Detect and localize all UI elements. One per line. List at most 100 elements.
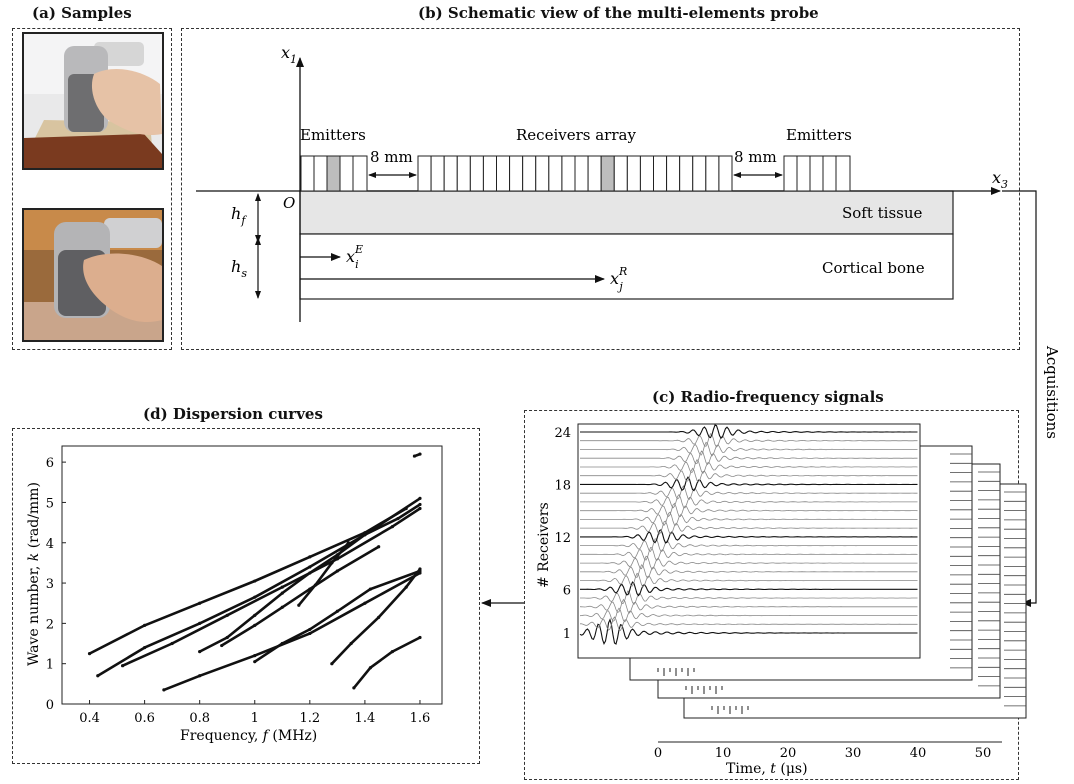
x3-axis-label: x3 xyxy=(992,168,1008,191)
rf-trace xyxy=(580,441,918,457)
rf-x-tick-label: 50 xyxy=(975,746,992,761)
dispersion-x-axis-label: Frequency, f (MHz) xyxy=(180,728,317,744)
dispersion-point xyxy=(162,688,166,692)
dispersion-point xyxy=(280,605,284,609)
receivers-array-label: Receivers array xyxy=(516,126,636,144)
rf-x-tick-label: 10 xyxy=(715,746,732,761)
receivers-array xyxy=(417,155,733,192)
rf-trace xyxy=(580,547,918,562)
gap-left-label: 8 mm xyxy=(370,148,413,166)
schematic-title: (b) Schematic view of the multi-elements… xyxy=(418,4,819,22)
dispersion-point xyxy=(418,635,422,640)
rf-trace xyxy=(580,485,918,500)
rf-trace xyxy=(580,616,918,631)
dispersion-point xyxy=(253,579,257,583)
dispersion-point xyxy=(308,571,312,575)
dispersion-x-tick-label: 1.2 xyxy=(299,711,320,726)
rf-trace xyxy=(580,493,918,509)
schematic-diagram: x1 x3 O Emitters Emitters Receivers arra… xyxy=(196,43,1008,322)
rf-trace xyxy=(580,424,918,440)
dispersion-curve xyxy=(297,541,350,607)
rf-trace xyxy=(580,555,918,570)
emitters-right-array xyxy=(783,155,851,192)
rf-signals-plot: 1 6 12 18 24 0 10 20 30 40 50 # Receivers Time, t… xyxy=(536,423,1027,777)
rf-trace xyxy=(580,564,918,579)
emitters-right-label: Emitters xyxy=(786,126,852,144)
receiver-element xyxy=(574,155,589,192)
dispersion-y-axis-label: Wave number, k (rad/mm) xyxy=(26,482,42,666)
rf-title: (c) Radio-frequency signals xyxy=(652,388,884,406)
dispersion-point xyxy=(170,641,174,646)
rf-trace xyxy=(580,433,918,448)
receiver-element xyxy=(509,155,524,192)
rf-trace xyxy=(580,590,918,605)
rf-trace xyxy=(580,511,918,526)
rf-x-axis-label: Time, t (μs) xyxy=(726,761,808,777)
samples-panel xyxy=(12,28,172,350)
receiver-element xyxy=(626,155,641,192)
dispersion-point xyxy=(330,662,334,666)
dispersion-curve xyxy=(352,636,422,690)
dispersion-x-tick-label: 0.4 xyxy=(79,711,100,726)
dispersion-point xyxy=(120,664,125,668)
dispersion-x-tick-label: 0.6 xyxy=(134,711,155,726)
dispersion-y-tick-label: 5 xyxy=(46,496,54,511)
dispersion-point xyxy=(225,613,229,617)
rf-main-frame xyxy=(577,423,921,659)
dispersion-point xyxy=(253,595,257,599)
rf-trace xyxy=(580,581,918,597)
dispersion-point xyxy=(198,674,202,678)
acquisitions-label: Acquisitions xyxy=(1043,345,1061,439)
sample-photo-2 xyxy=(22,208,164,342)
rf-trace xyxy=(580,529,918,544)
dispersion-x-tick-label: 1.6 xyxy=(410,711,431,726)
dispersion-x-tick-label: 1 xyxy=(251,711,259,726)
receiver-element xyxy=(600,155,615,192)
gap-right-label: 8 mm xyxy=(734,148,777,166)
hf-label: hf xyxy=(231,204,247,227)
dispersion-point xyxy=(368,666,373,670)
rf-trace xyxy=(580,458,918,474)
origin-label: O xyxy=(283,194,295,212)
receiver-element xyxy=(705,155,720,192)
rf-x-tick-label: 0 xyxy=(654,746,662,761)
receiver-element xyxy=(456,155,471,192)
dispersion-point xyxy=(253,623,257,627)
dispersion-point xyxy=(396,516,400,521)
dispersion-point xyxy=(335,569,339,573)
dispersion-panel xyxy=(12,428,480,764)
dispersion-point xyxy=(308,631,312,636)
receiver-element xyxy=(718,155,733,192)
sample-photo-1 xyxy=(22,32,164,170)
emitters-left-label: Emitters xyxy=(300,126,366,144)
dispersion-point xyxy=(143,645,147,650)
soft-tissue-layer xyxy=(299,190,954,235)
dispersion-point xyxy=(377,545,381,549)
receiver-element xyxy=(692,155,707,192)
dispersion-point xyxy=(198,621,202,625)
rf-trace xyxy=(580,467,918,483)
hs-label: hs xyxy=(231,257,247,280)
samples-title: (a) Samples xyxy=(32,4,132,22)
dispersion-y-tick-label: 2 xyxy=(46,617,54,632)
rf-trace xyxy=(580,538,918,553)
dispersion-point xyxy=(404,585,408,589)
receiver-element xyxy=(666,155,681,192)
receiver-element xyxy=(443,155,458,192)
dispersion-point xyxy=(346,541,350,545)
rf-y-tick-label: 18 xyxy=(554,478,571,493)
dispersion-point xyxy=(313,583,317,587)
dispersion-point xyxy=(335,609,339,613)
dispersion-point xyxy=(280,641,284,646)
dispersion-point xyxy=(349,641,353,646)
dispersion-point xyxy=(390,525,395,529)
xjR-label: xR j xyxy=(610,265,627,293)
receiver-element xyxy=(496,155,511,192)
emitters-left-array xyxy=(300,155,368,192)
acquisitions-connector: Acquisitions xyxy=(1002,190,1061,607)
schematic-panel xyxy=(181,28,1020,350)
dispersion-point xyxy=(280,585,284,589)
dispersion-title: (d) Dispersion curves xyxy=(143,405,323,423)
dispersion-x-tick-label: 0.8 xyxy=(189,711,210,726)
